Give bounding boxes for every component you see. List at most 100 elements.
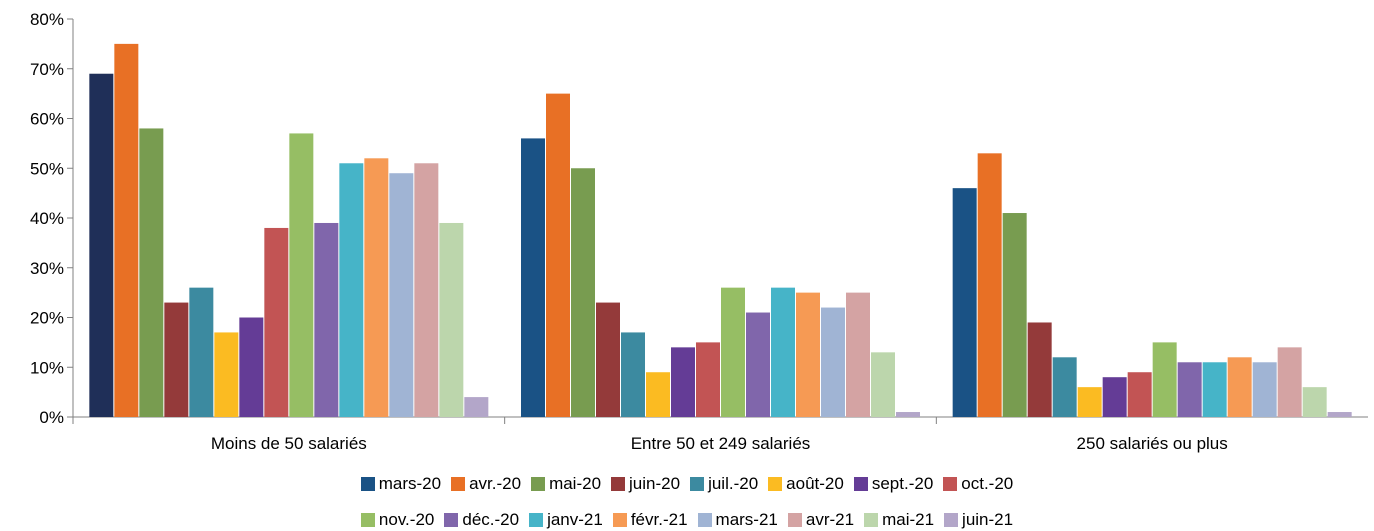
legend-swatch [444,513,459,527]
y-tick-label: 0% [39,408,64,427]
legend-swatch [531,477,546,491]
bar [114,43,139,417]
bar [521,138,545,417]
bar [364,158,389,418]
legend-label: mars-21 [715,510,778,529]
legend-label: mars-20 [378,474,442,493]
bar [389,173,414,417]
legend-label: mai-20 [549,474,602,493]
bar [1002,213,1027,417]
legend-item: mars-20 [360,474,442,494]
legend-label: mai-21 [882,510,935,529]
legend-label: oct.-20 [961,474,1014,493]
legend-swatch [787,513,802,527]
legend-swatch [611,477,626,491]
legend-item: mai-21 [864,510,934,530]
bar [1327,412,1352,417]
bar [1152,342,1177,417]
bar [464,397,489,417]
chart-legend-row-1: mars-20 avr.-20 mai-20 juin-20 juil.-20 août-… [0,474,1374,494]
legend-item: nov.-20 [360,510,435,530]
legend-item: oct.-20 [943,474,1013,494]
y-tick-label: 20% [30,309,64,328]
bar [571,168,595,417]
legend-swatch [612,513,627,527]
bar [1027,322,1052,417]
legend-label: janv-21 [547,510,603,529]
legend-item: avr-21 [787,510,855,530]
bar [314,222,339,417]
y-tick-label: 10% [30,358,64,377]
bar [1052,357,1077,417]
bar [746,312,770,417]
bar [1102,377,1127,417]
legend-item: mai-20 [531,474,601,494]
bar [546,93,570,417]
y-tick-label: 60% [30,110,64,129]
bar [1127,372,1152,417]
legend-label: avr-21 [805,510,855,529]
legend-swatch [529,513,544,527]
chart-legend-row-2: nov.-20 déc.-20 janv-21 févr.-21 mars-21 avr-… [0,510,1374,530]
legend-item: févr.-21 [612,510,688,530]
y-tick-label: 40% [30,209,64,228]
legend-item: sept.-20 [853,474,934,494]
bar [214,332,239,417]
bar [771,287,795,417]
legend-swatch [768,477,783,491]
legend-swatch [451,477,466,491]
bar [721,287,745,417]
bar [289,133,314,418]
legend-swatch [690,477,705,491]
bar [621,332,645,417]
legend-label: juil.-20 [708,474,759,493]
legend-swatch [944,513,959,527]
legend-swatch [697,513,712,527]
legend-item: déc.-20 [444,510,519,530]
x-tick-label: 250 salariés ou plus [1077,434,1228,453]
legend-item: juin-20 [611,474,680,494]
bar [339,163,364,417]
legend-item: juil.-20 [690,474,758,494]
legend-item: avr.-20 [451,474,521,494]
y-tick-label: 50% [30,159,64,178]
bar [239,317,264,417]
y-tick-label: 70% [30,60,64,79]
bar [264,227,289,417]
legend-label: avr.-20 [469,474,522,493]
y-tick-label: 30% [30,259,64,278]
bar [596,302,620,417]
legend-label: nov.-20 [378,510,435,529]
legend-item: juin-21 [944,510,1013,530]
bar [646,372,670,417]
legend-swatch [943,477,958,491]
legend-item: janv-21 [529,510,603,530]
legend-label: sept.-20 [871,474,934,493]
legend-label: juin-21 [962,510,1014,529]
legend-label: juin-20 [629,474,681,493]
bar [896,412,920,417]
bar [1177,362,1202,417]
legend-label: déc.-20 [462,510,520,529]
bar [796,292,820,417]
legend-swatch [360,477,375,491]
bar [1277,347,1302,417]
x-tick-label: Moins de 50 salariés [211,434,367,453]
bar [139,128,164,417]
bar [164,302,189,417]
bar [846,292,870,417]
legend-item: mars-21 [697,510,778,530]
bar [1252,362,1277,417]
chart-plot-area: 0% 10% 20% 30% 40% 50% 60% 70% 80% Moins de 50 sa… [30,10,1368,453]
bar [1227,357,1252,417]
legend-swatch [360,513,375,527]
bar [89,73,114,417]
bar [439,222,464,417]
bar [1077,387,1102,417]
bar [821,307,845,417]
bar [189,287,214,417]
y-tick-label: 80% [30,10,64,29]
bar [977,153,1002,417]
bar [696,342,720,417]
bar [1302,387,1327,417]
